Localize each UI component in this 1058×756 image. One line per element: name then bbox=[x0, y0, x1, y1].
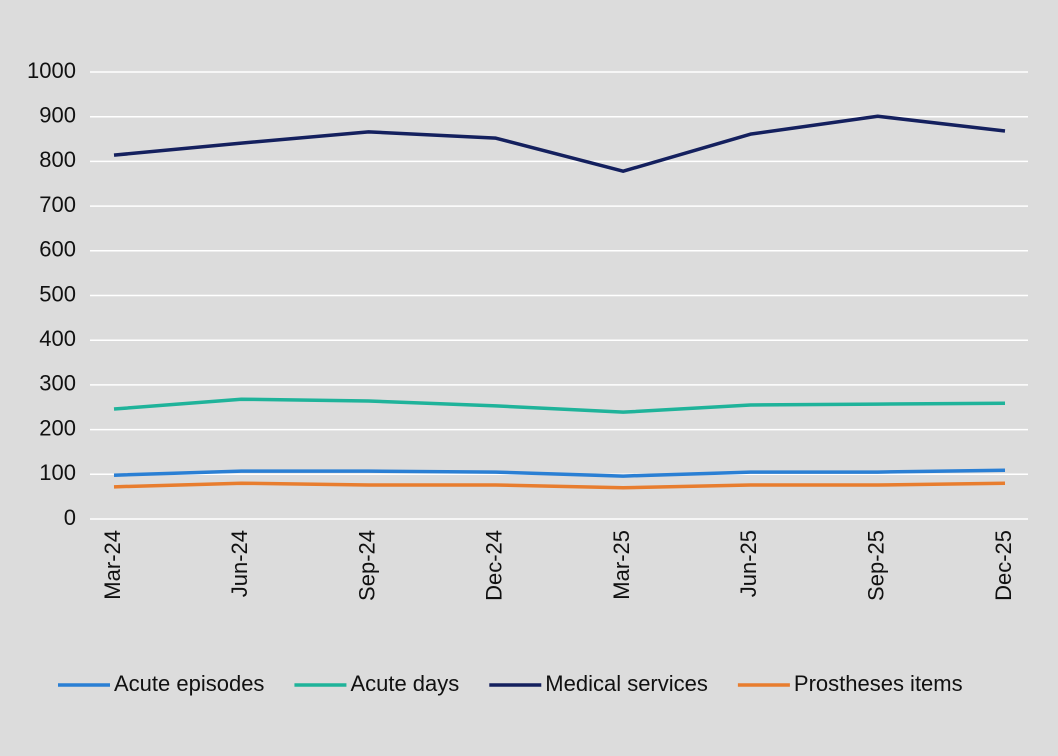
x-tick-label: Mar-25 bbox=[609, 530, 634, 600]
x-tick-label: Sep-24 bbox=[354, 530, 379, 601]
x-tick-label: Jun-25 bbox=[736, 530, 761, 597]
x-tick-label: Jun-24 bbox=[227, 530, 252, 597]
y-tick-label: 100 bbox=[39, 460, 76, 485]
legend-label: Prostheses items bbox=[794, 671, 963, 696]
series-line bbox=[113, 468, 1006, 478]
legend-label: Acute days bbox=[350, 671, 459, 696]
y-tick-label: 600 bbox=[39, 237, 76, 262]
y-tick-label: 300 bbox=[39, 371, 76, 396]
y-tick-label: 0 bbox=[64, 505, 76, 530]
y-tick-label: 200 bbox=[39, 415, 76, 440]
series-line bbox=[113, 397, 1006, 414]
series-line bbox=[113, 481, 1006, 490]
y-tick-label: 900 bbox=[39, 103, 76, 128]
y-tick-label: 700 bbox=[39, 192, 76, 217]
legend-label: Acute episodes bbox=[114, 671, 264, 696]
y-tick-label: 400 bbox=[39, 326, 76, 351]
x-tick-label: Dec-25 bbox=[991, 530, 1016, 601]
x-tick-label: Dec-24 bbox=[482, 530, 507, 601]
y-tick-label: 1000 bbox=[27, 58, 76, 83]
series-line bbox=[113, 114, 1006, 173]
x-tick-label: Sep-25 bbox=[864, 530, 889, 601]
x-tick-label: Mar-24 bbox=[100, 530, 125, 600]
y-tick-label: 500 bbox=[39, 281, 76, 306]
y-tick-label: 800 bbox=[39, 147, 76, 172]
legend-label: Medical services bbox=[545, 671, 708, 696]
